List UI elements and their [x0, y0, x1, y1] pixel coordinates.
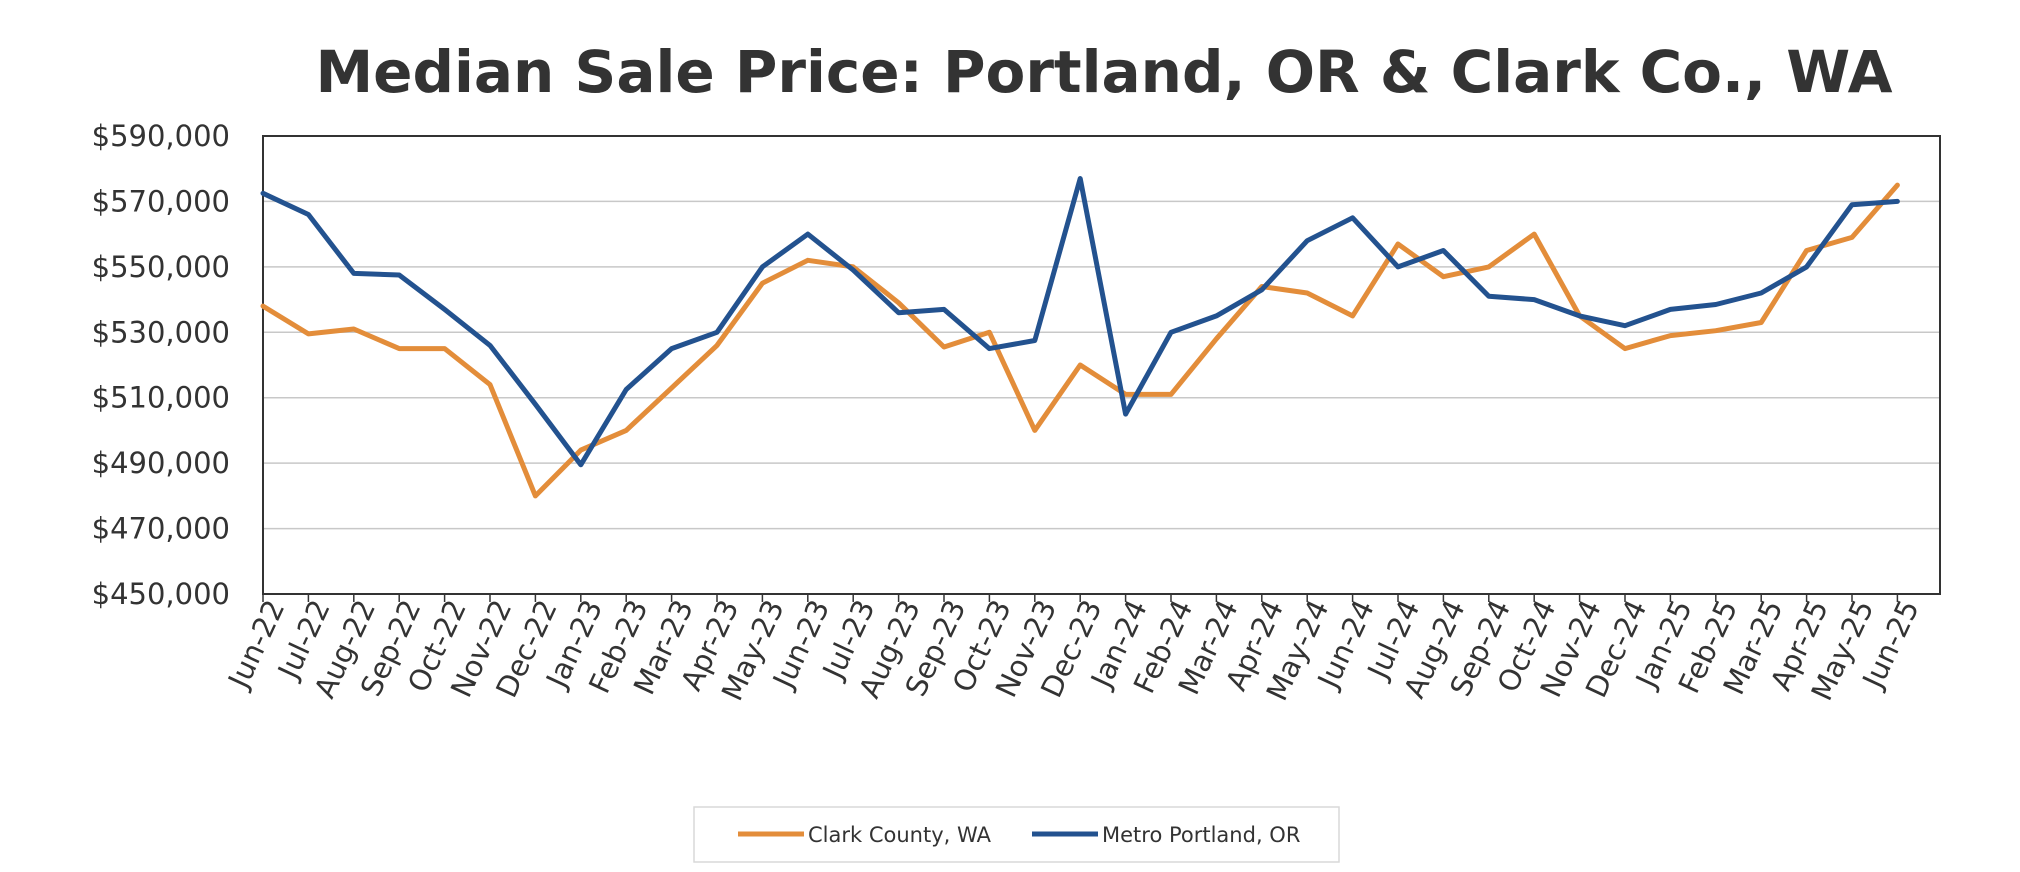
y-tick-label: $450,000: [92, 577, 230, 611]
y-tick-label: $470,000: [92, 512, 230, 546]
y-tick-label: $590,000: [92, 119, 230, 153]
y-tick-label: $530,000: [92, 315, 230, 349]
x-axis: Jun-22Jul-22Aug-22Sep-22Oct-22Nov-22Dec-…: [221, 594, 1926, 706]
y-tick-label: $510,000: [92, 381, 230, 415]
y-tick-label: $490,000: [92, 446, 230, 480]
x-tick-label: Jun-22: [221, 595, 292, 695]
chart-title: Median Sale Price: Portland, OR & Clark …: [315, 38, 1892, 106]
plot-area: [262, 135, 1941, 595]
series-line: [260, 176, 1900, 468]
series-lines: [260, 176, 1900, 499]
series-line: [260, 182, 1900, 499]
y-tick-label: $550,000: [92, 250, 230, 284]
legend-label: Clark County, WA: [808, 823, 992, 847]
plot-border: [262, 135, 1941, 595]
y-axis: $590,000 $570,000 $550,000 $530,000 $510,000…: [92, 119, 230, 611]
legend: Clark County, WA Metro Portland, OR: [693, 806, 1340, 863]
gridlines: [263, 135, 1940, 595]
legend-label: Metro Portland, OR: [1102, 823, 1300, 847]
y-tick-label: $570,000: [92, 184, 230, 218]
